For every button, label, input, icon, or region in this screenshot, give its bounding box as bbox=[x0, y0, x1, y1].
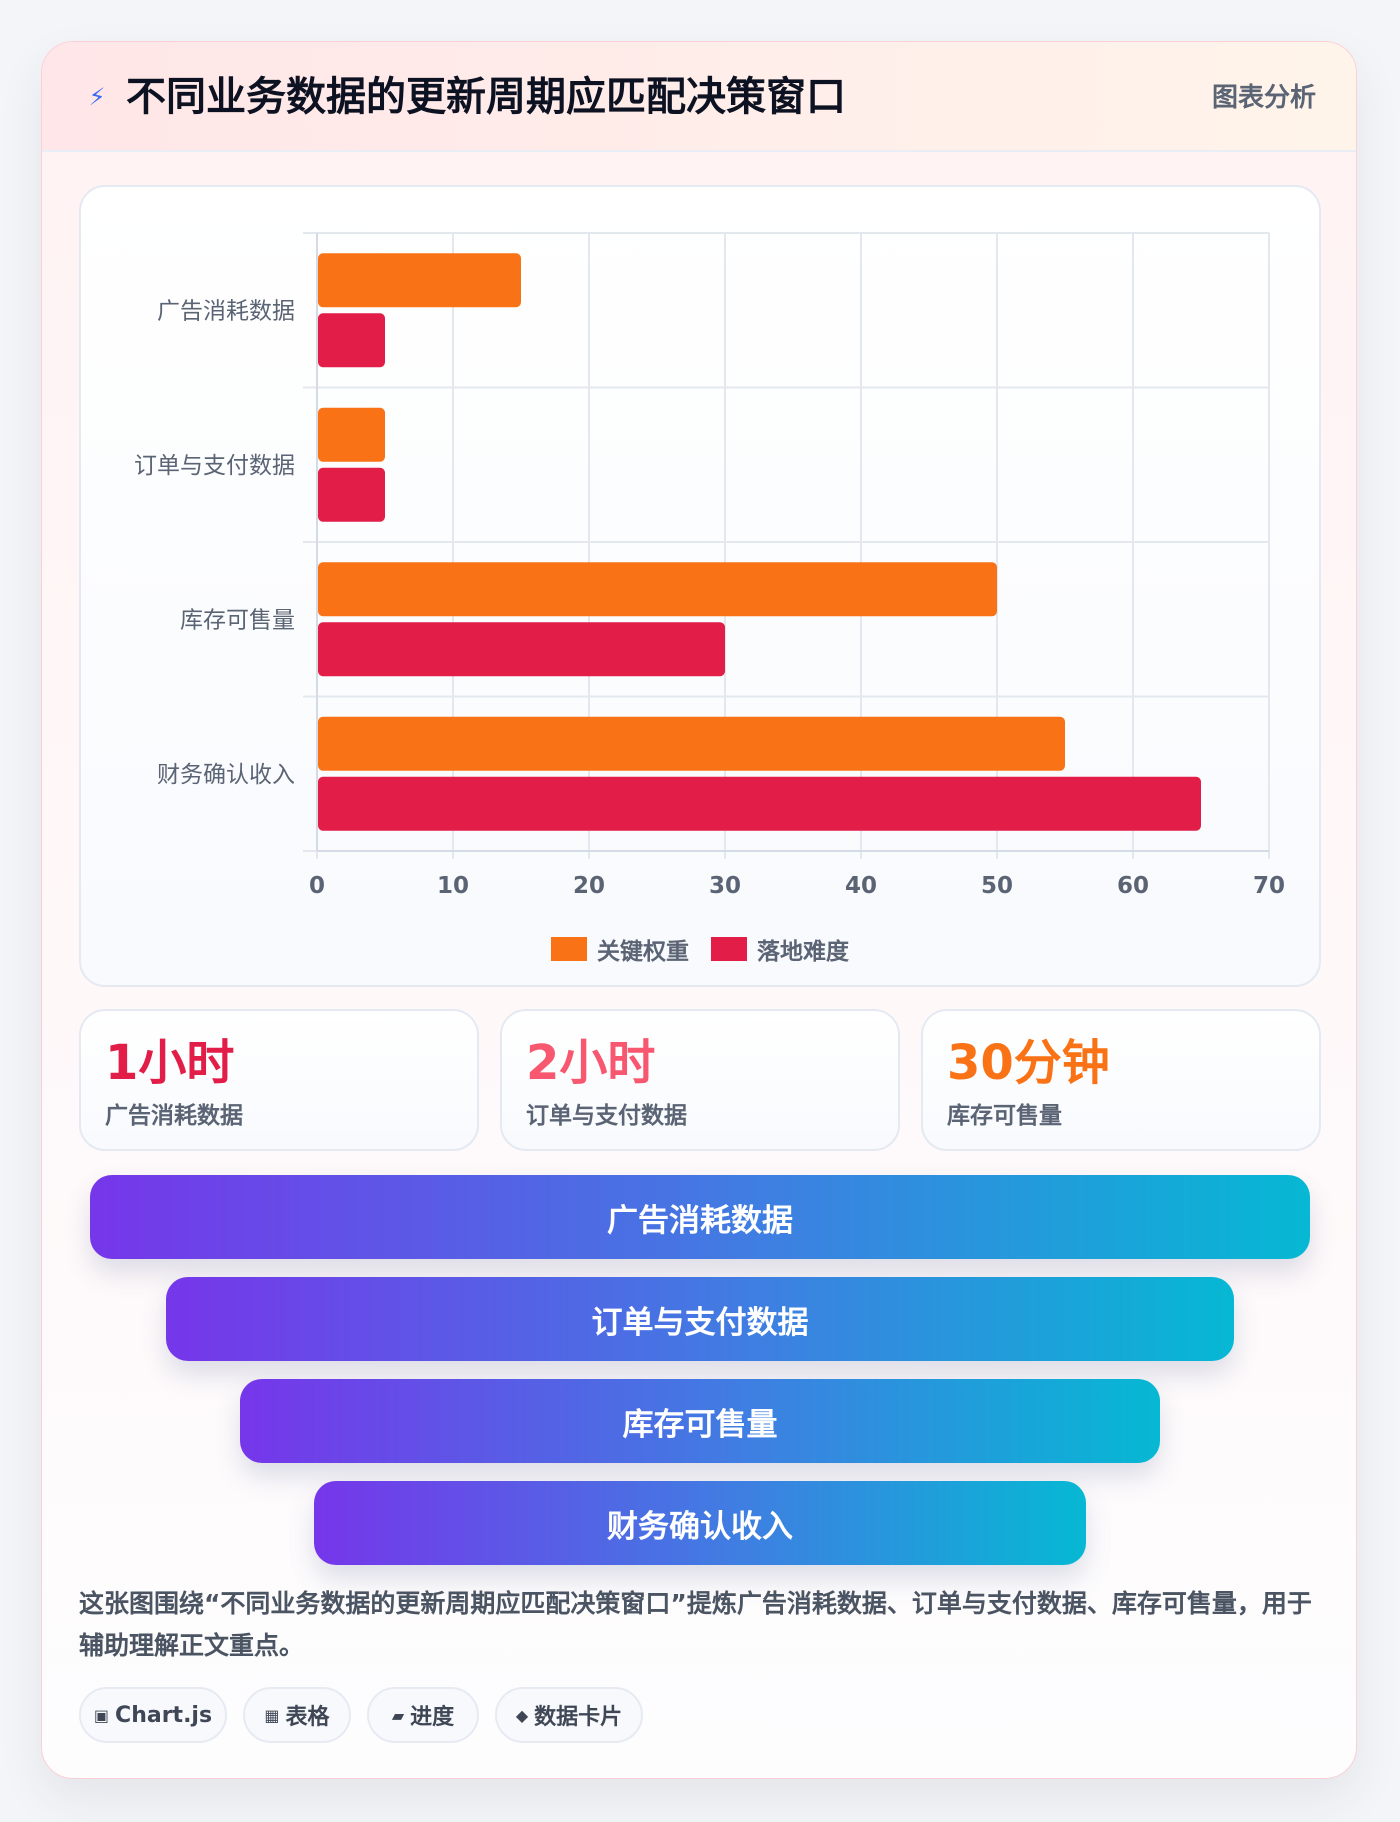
tag-label: 进度 bbox=[410, 1705, 455, 1730]
bar-weight bbox=[318, 716, 1065, 771]
tag-table[interactable]: ▦ 表格 bbox=[243, 1687, 351, 1743]
y-tick-label: 订单与支付数据 bbox=[134, 453, 295, 479]
funnel-label: 订单与支付数据 bbox=[591, 1304, 809, 1341]
diamond-icon: ◆ bbox=[515, 1705, 529, 1725]
y-tick-label: 广告消耗数据 bbox=[157, 298, 295, 324]
tag-progress[interactable]: ▰ 进度 bbox=[367, 1687, 479, 1743]
funnel-step-1[interactable]: 广告消耗数据 bbox=[90, 1175, 1310, 1259]
funnel-step-2[interactable]: 订单与支付数据 bbox=[166, 1277, 1234, 1361]
stat-value: 1小时 bbox=[105, 1035, 235, 1091]
funnel-label: 库存可售量 bbox=[622, 1406, 778, 1443]
stat-card-order: 2小时 订单与支付数据 bbox=[500, 1009, 900, 1151]
y-tick-label: 库存可售量 bbox=[180, 607, 295, 633]
legend-label: 落地难度 bbox=[757, 939, 849, 965]
chart-card: ⚡ 不同业务数据的更新周期应匹配决策窗口 图表分析 0 10 20 30 40 50 60 7… bbox=[41, 41, 1357, 1779]
legend-swatch-difficulty bbox=[711, 937, 747, 961]
x-tick-label: 40 bbox=[845, 873, 877, 899]
bar-difficulty bbox=[318, 622, 725, 677]
bar-difficulty bbox=[318, 776, 1201, 831]
tag-label: Chart.js bbox=[115, 1702, 213, 1728]
tag-data-cards[interactable]: ◆ 数据卡片 bbox=[495, 1687, 643, 1743]
lightning-icon: ⚡ bbox=[88, 83, 106, 111]
x-tick-label: 0 bbox=[309, 873, 325, 899]
x-tick-label: 20 bbox=[573, 873, 605, 899]
legend-swatch-weight bbox=[551, 937, 587, 961]
x-tick-label: 70 bbox=[1253, 873, 1285, 899]
bar-weight bbox=[318, 562, 997, 617]
x-tick-label: 30 bbox=[709, 873, 741, 899]
legend-item-weight[interactable]: 关键权重 bbox=[551, 932, 689, 966]
stat-value: 2小时 bbox=[526, 1035, 656, 1091]
page-title: 不同业务数据的更新周期应匹配决策窗口 bbox=[126, 74, 846, 120]
x-tick-label: 60 bbox=[1117, 873, 1149, 899]
bar-weight bbox=[318, 253, 521, 308]
stat-card-inventory: 30分钟 库存可售量 bbox=[921, 1009, 1321, 1151]
chip-icon: ▣ bbox=[93, 1705, 110, 1725]
funnel-step-3[interactable]: 库存可售量 bbox=[240, 1379, 1160, 1463]
funnel-label: 财务确认收入 bbox=[607, 1508, 793, 1545]
tag-label: 表格 bbox=[285, 1705, 330, 1730]
stat-label: 库存可售量 bbox=[947, 1103, 1062, 1129]
table-icon: ▦ bbox=[264, 1705, 280, 1725]
funnel-label: 广告消耗数据 bbox=[607, 1202, 793, 1239]
stat-label: 广告消耗数据 bbox=[105, 1103, 243, 1129]
x-tick-label: 10 bbox=[437, 873, 469, 899]
stat-label: 订单与支付数据 bbox=[526, 1103, 687, 1129]
tag-chartjs[interactable]: ▣ Chart.js bbox=[79, 1687, 227, 1743]
progress-icon: ▰ bbox=[391, 1705, 405, 1725]
card-header: ⚡ 不同业务数据的更新周期应匹配决策窗口 图表分析 bbox=[42, 42, 1356, 152]
y-tick-label: 财务确认收入 bbox=[157, 762, 295, 788]
funnel-step-4[interactable]: 财务确认收入 bbox=[314, 1481, 1086, 1565]
stat-card-ad: 1小时 广告消耗数据 bbox=[79, 1009, 479, 1151]
chart-analysis-tag[interactable]: 图表分析 bbox=[1211, 83, 1316, 113]
tag-label: 数据卡片 bbox=[534, 1705, 623, 1730]
legend-item-difficulty[interactable]: 落地难度 bbox=[711, 932, 849, 966]
stat-value: 30分钟 bbox=[947, 1035, 1110, 1091]
legend-label: 关键权重 bbox=[597, 939, 689, 965]
chart-panel: 0 10 20 30 40 50 60 70 广告消耗数据 订单与支付数据 库存可售量 财务确认收入 … bbox=[79, 185, 1321, 987]
x-tick-label: 50 bbox=[981, 873, 1013, 899]
bar-difficulty bbox=[318, 467, 385, 522]
chart-legend: 关键权重 落地难度 bbox=[81, 932, 1319, 966]
bar-difficulty bbox=[318, 313, 385, 368]
bar-weight bbox=[318, 407, 385, 462]
summary-text: 这张图围绕“不同业务数据的更新周期应匹配决策窗口”提炼广告消耗数据、订单与支付数… bbox=[79, 1589, 1312, 1660]
